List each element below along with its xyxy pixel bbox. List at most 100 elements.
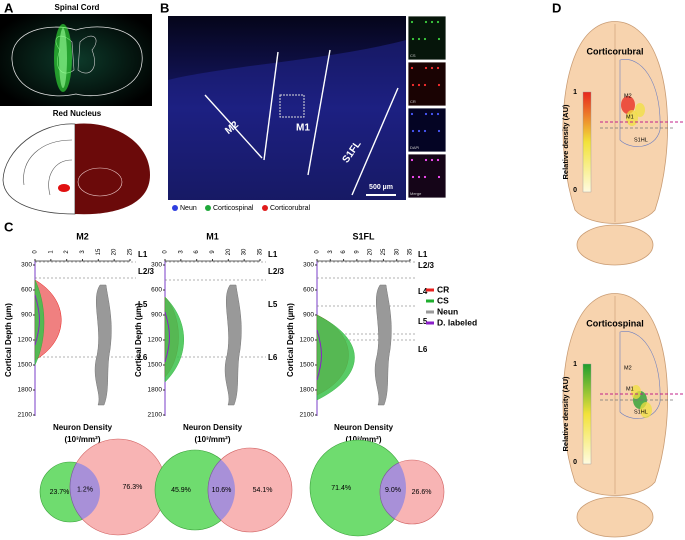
venn-label: 26.6% [412,489,432,496]
depth-tick-label: 1800 [148,387,163,394]
depth-tick-label: 600 [21,287,32,294]
legend-label: Corticorubral [270,205,311,212]
venn-label: 45.9% [171,487,191,494]
depth-tick-label: 300 [151,262,162,269]
density-tick-label: 0 [163,250,169,254]
green-core [59,28,67,88]
inset-cell [437,83,441,87]
dual-profile [316,329,322,381]
color-bar [582,363,592,465]
density-tick-label: 25 [381,248,387,255]
panel-label: C [4,219,14,234]
atlas-schematic [2,123,76,215]
cs-profile [316,314,355,401]
region-label: M1 [296,123,310,134]
layer-label: L6 [418,345,428,354]
inset-cell [410,158,414,162]
y-axis-label: Cortical Depth (µm) [4,303,13,377]
panel-label: A [4,0,14,15]
density-tick-label: 30 [242,248,248,255]
red-section [75,123,150,215]
legend-bg [168,200,406,215]
section-outline [77,167,123,197]
depth-tick-label: 2100 [148,412,163,419]
panel-label: D [552,0,561,15]
x-axis-unit: (10³/mm²) [345,435,381,444]
neun-profile [374,284,392,406]
layer-label: L2/3 [418,261,435,270]
density-tick-label: 2 [64,250,70,254]
legend-label: Corticospinal [213,205,254,212]
depth-tick-label: 600 [151,287,162,294]
inset-cell [417,37,421,41]
density-tick-label: 6 [341,250,347,254]
venn-label: 23.7% [50,489,70,496]
depth-tick-label: 900 [21,312,32,319]
density-tick-label: 30 [394,248,400,255]
layer-label: L1 [418,250,428,259]
inset-cell [430,66,434,70]
layer-label: L5 [418,317,428,326]
venn-label: 9.0% [385,487,401,494]
legend-label: Neun [437,306,458,316]
legend-label: CS [437,295,449,305]
inset-cell [423,129,427,133]
inset-image [407,107,447,153]
depth-tick-label: 900 [151,312,162,319]
layer-label: L2/3 [138,267,155,276]
inset-cell [424,112,428,116]
color-bar [582,91,592,193]
region-outline [619,331,661,419]
inset-image [407,61,447,107]
layer-label: L4 [418,287,428,296]
heat-spot [635,103,645,117]
venn-overlap [379,459,406,525]
layer-label: L1 [138,250,148,259]
depth-tick-label: 1200 [148,337,163,344]
cerebellum [576,224,654,266]
heat-spot [640,402,652,418]
area-label: M2 [624,93,632,99]
area-label: M1 [626,114,634,120]
inset-cell [430,158,434,162]
cortex-tissue [168,40,406,200]
plot-title: M2 [76,231,89,241]
cord-outline [11,26,143,97]
density-tick-label: 0 [33,250,39,254]
cerebellum [576,496,654,538]
depth-tick-label: 1800 [18,387,33,394]
plot-title: M1 [206,231,219,241]
inset-cell [423,175,427,179]
inset-image [407,153,447,199]
inset-label: CR [410,99,416,104]
density-tick-label: 25 [128,248,134,255]
bar-max: 1 [573,89,577,96]
dual-profile [164,311,170,363]
inset-label: Merge [410,191,422,196]
venn-label: 10.6% [212,487,232,494]
y-axis-label: Cortical Depth (µm) [286,303,295,377]
x-axis-label: Neuron Density [334,423,394,432]
inset-cell [436,66,440,70]
density-tick-label: 3 [80,250,86,254]
inset-label: DAPI [410,145,419,150]
density-tick-label: 0 [315,250,321,254]
bar-min: 0 [573,187,577,194]
inset-cell [437,129,441,133]
inset-cell [423,83,427,87]
depth-tick-label: 600 [303,287,314,294]
layer-label: L5 [268,300,278,309]
layer-label: L5 [138,300,148,309]
depth-tick-label: 1200 [300,337,315,344]
inset-cell [424,20,428,24]
legend-dot [262,205,268,211]
caption: Red Nucleus [53,109,102,118]
panel-label: B [160,0,169,15]
legend-dot [205,205,211,211]
x-axis-label: Neuron Density [53,423,113,432]
density-tick-label: 20 [112,248,118,255]
venn-label: 76.3% [122,484,142,491]
atlas-lines [23,139,73,196]
depth-tick-label: 1200 [18,337,33,344]
